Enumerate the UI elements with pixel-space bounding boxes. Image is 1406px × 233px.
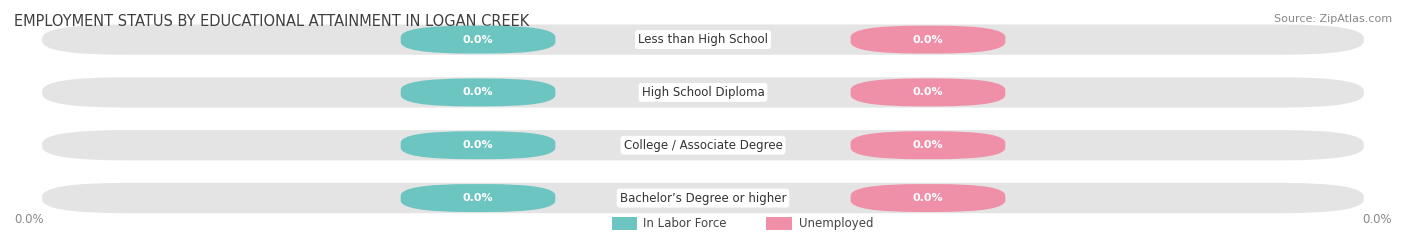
- Text: 0.0%: 0.0%: [463, 140, 494, 150]
- Text: Bachelor’s Degree or higher: Bachelor’s Degree or higher: [620, 192, 786, 205]
- FancyBboxPatch shape: [42, 77, 1364, 108]
- Text: 0.0%: 0.0%: [912, 35, 943, 45]
- FancyBboxPatch shape: [612, 217, 637, 230]
- FancyBboxPatch shape: [851, 131, 1005, 159]
- FancyBboxPatch shape: [401, 26, 555, 54]
- FancyBboxPatch shape: [851, 26, 1005, 54]
- Text: 0.0%: 0.0%: [14, 212, 44, 226]
- Text: 0.0%: 0.0%: [912, 193, 943, 203]
- Text: 0.0%: 0.0%: [912, 140, 943, 150]
- Text: 0.0%: 0.0%: [463, 87, 494, 97]
- Text: College / Associate Degree: College / Associate Degree: [624, 139, 782, 152]
- FancyBboxPatch shape: [851, 184, 1005, 212]
- Text: 0.0%: 0.0%: [912, 87, 943, 97]
- Text: In Labor Force: In Labor Force: [643, 217, 725, 230]
- Text: 0.0%: 0.0%: [463, 193, 494, 203]
- Text: 0.0%: 0.0%: [1362, 212, 1392, 226]
- FancyBboxPatch shape: [42, 130, 1364, 160]
- Text: 0.0%: 0.0%: [463, 35, 494, 45]
- FancyBboxPatch shape: [851, 79, 1005, 106]
- FancyBboxPatch shape: [42, 24, 1364, 55]
- Text: High School Diploma: High School Diploma: [641, 86, 765, 99]
- FancyBboxPatch shape: [401, 184, 555, 212]
- FancyBboxPatch shape: [401, 131, 555, 159]
- FancyBboxPatch shape: [42, 183, 1364, 213]
- Text: Source: ZipAtlas.com: Source: ZipAtlas.com: [1274, 14, 1392, 24]
- Text: Unemployed: Unemployed: [799, 217, 873, 230]
- FancyBboxPatch shape: [401, 79, 555, 106]
- Text: EMPLOYMENT STATUS BY EDUCATIONAL ATTAINMENT IN LOGAN CREEK: EMPLOYMENT STATUS BY EDUCATIONAL ATTAINM…: [14, 14, 529, 29]
- Text: Less than High School: Less than High School: [638, 33, 768, 46]
- FancyBboxPatch shape: [766, 217, 792, 230]
